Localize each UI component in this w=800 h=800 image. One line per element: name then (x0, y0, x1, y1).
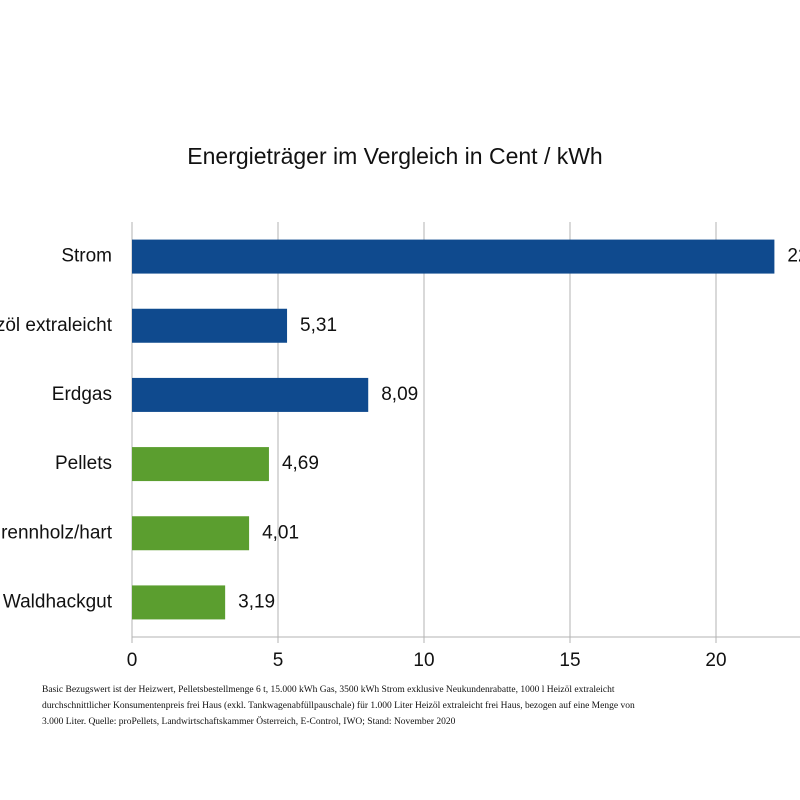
chart-title: Energieträger im Vergleich in Cent / kWh (187, 143, 602, 169)
bar (132, 516, 250, 551)
value-label: 22,00 (787, 246, 800, 267)
value-label: 8,09 (381, 384, 418, 405)
category-label: Erdgas (52, 384, 112, 405)
x-tick-label: 15 (559, 650, 580, 671)
footnote: 3.000 Liter. Quelle: proPellets, Landwir… (42, 715, 456, 727)
x-tick-label: 5 (273, 650, 284, 671)
bar (132, 308, 288, 343)
bar (132, 239, 775, 274)
value-label: 5,31 (300, 315, 337, 336)
footnote: durchschnittlicher Konsumentenpreis frei… (42, 700, 635, 711)
category-label: Brennholz/hart (0, 522, 113, 543)
x-tick-label: 20 (705, 650, 726, 671)
footnote: Basic Bezugswert ist der Heizwert, Pelle… (42, 685, 615, 695)
bar (132, 377, 369, 412)
category-label: Strom (61, 246, 112, 267)
value-label: 4,01 (262, 522, 299, 543)
bar (132, 447, 269, 482)
category-label: Heizöl extraleicht (0, 315, 113, 336)
category-label: Pellets (55, 453, 112, 474)
category-label: Waldhackgut (3, 591, 113, 612)
x-tick-label: 10 (413, 650, 434, 671)
bar (132, 585, 226, 620)
value-label: 4,69 (282, 453, 319, 474)
value-label: 3,19 (238, 591, 275, 612)
x-tick-label: 0 (127, 650, 138, 671)
